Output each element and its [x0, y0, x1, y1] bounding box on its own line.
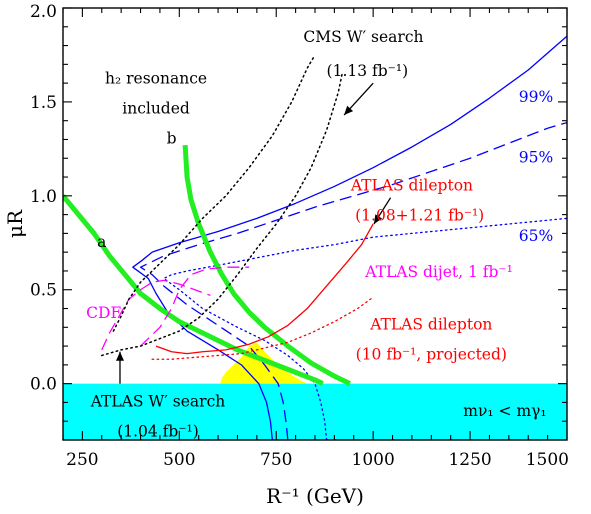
label-95: 95% — [519, 148, 553, 166]
series-atlas-w-search — [101, 72, 343, 357]
y-tick-label: 1.0 — [30, 187, 57, 207]
y-tick-label: 0.0 — [30, 375, 57, 395]
y-axis-title: μR — [3, 209, 27, 238]
y-tick-label: 2.0 — [30, 2, 57, 22]
cms-label: CMS W′ search — [303, 28, 423, 46]
series-a — [63, 194, 324, 386]
x-tick-label: 500 — [163, 450, 195, 470]
series-cms-w-search — [112, 54, 316, 332]
label-65: 65% — [519, 227, 553, 245]
arrow-layer — [115, 82, 392, 384]
label-b: b — [167, 129, 177, 147]
series-atlas-dijet-1-fb — [140, 266, 250, 347]
atlas-proj-lumi: (10 fb⁻¹, projected) — [356, 345, 507, 363]
atlas-proj-label: ATLAS dilepton — [369, 315, 492, 333]
series-95 — [139, 121, 567, 440]
x-tick-label: 1250 — [448, 450, 491, 470]
cms-lumi: (1.13 fb⁻¹) — [327, 62, 409, 80]
x-tick-label: 1000 — [352, 450, 395, 470]
atlas-wprime-lumi: (1.04 fb⁻¹) — [117, 422, 199, 440]
mass-label: mν₁ < mγ₁ — [463, 402, 546, 420]
series-layer — [63, 35, 567, 440]
series-cdf — [101, 279, 211, 351]
atlas-wprime-arrow — [115, 351, 124, 384]
atlas-dilepton-label: ATLAS dilepton — [350, 176, 473, 194]
tick-layer: 250 500 750 1000 1250 1500 0.0 0.5 1.0 1.5 2.0 — [30, 2, 569, 470]
x-tick-label: 1500 — [526, 450, 569, 470]
series-99 — [132, 35, 567, 440]
label-99: 99% — [519, 88, 553, 106]
atlas-dilepton-lumi: (1.08+1.21 fb⁻¹) — [355, 206, 484, 224]
y-tick-label: 1.5 — [30, 93, 57, 113]
atlas-dilepton-arrow — [373, 197, 392, 225]
label-a: a — [97, 233, 106, 251]
series-atlas-dilepton-10-fb-projected — [151, 296, 374, 360]
annotation-layer: CMS W′ search (1.13 fb⁻¹) h₂ resonance incl… — [86, 28, 553, 440]
h2-label-1: h₂ resonance — [105, 69, 207, 87]
series-65 — [163, 217, 567, 440]
h2-label-2: included — [122, 99, 190, 117]
atlas-dijet-label: ATLAS dijet, 1 fb⁻¹ — [364, 263, 513, 281]
x-axis-title: R⁻¹ (GeV) — [266, 484, 364, 508]
excluded-band — [63, 383, 567, 440]
x-tick-label: 250 — [66, 450, 98, 470]
cms-arrow — [343, 82, 374, 116]
series-b — [182, 144, 351, 386]
x-tick-label: 750 — [260, 450, 292, 470]
cdf-label: CDF — [86, 304, 121, 322]
atlas-wprime-label: ATLAS W′ search — [90, 392, 226, 410]
y-tick-label: 0.5 — [30, 281, 57, 301]
series-atlas-dilepton — [155, 223, 374, 355]
